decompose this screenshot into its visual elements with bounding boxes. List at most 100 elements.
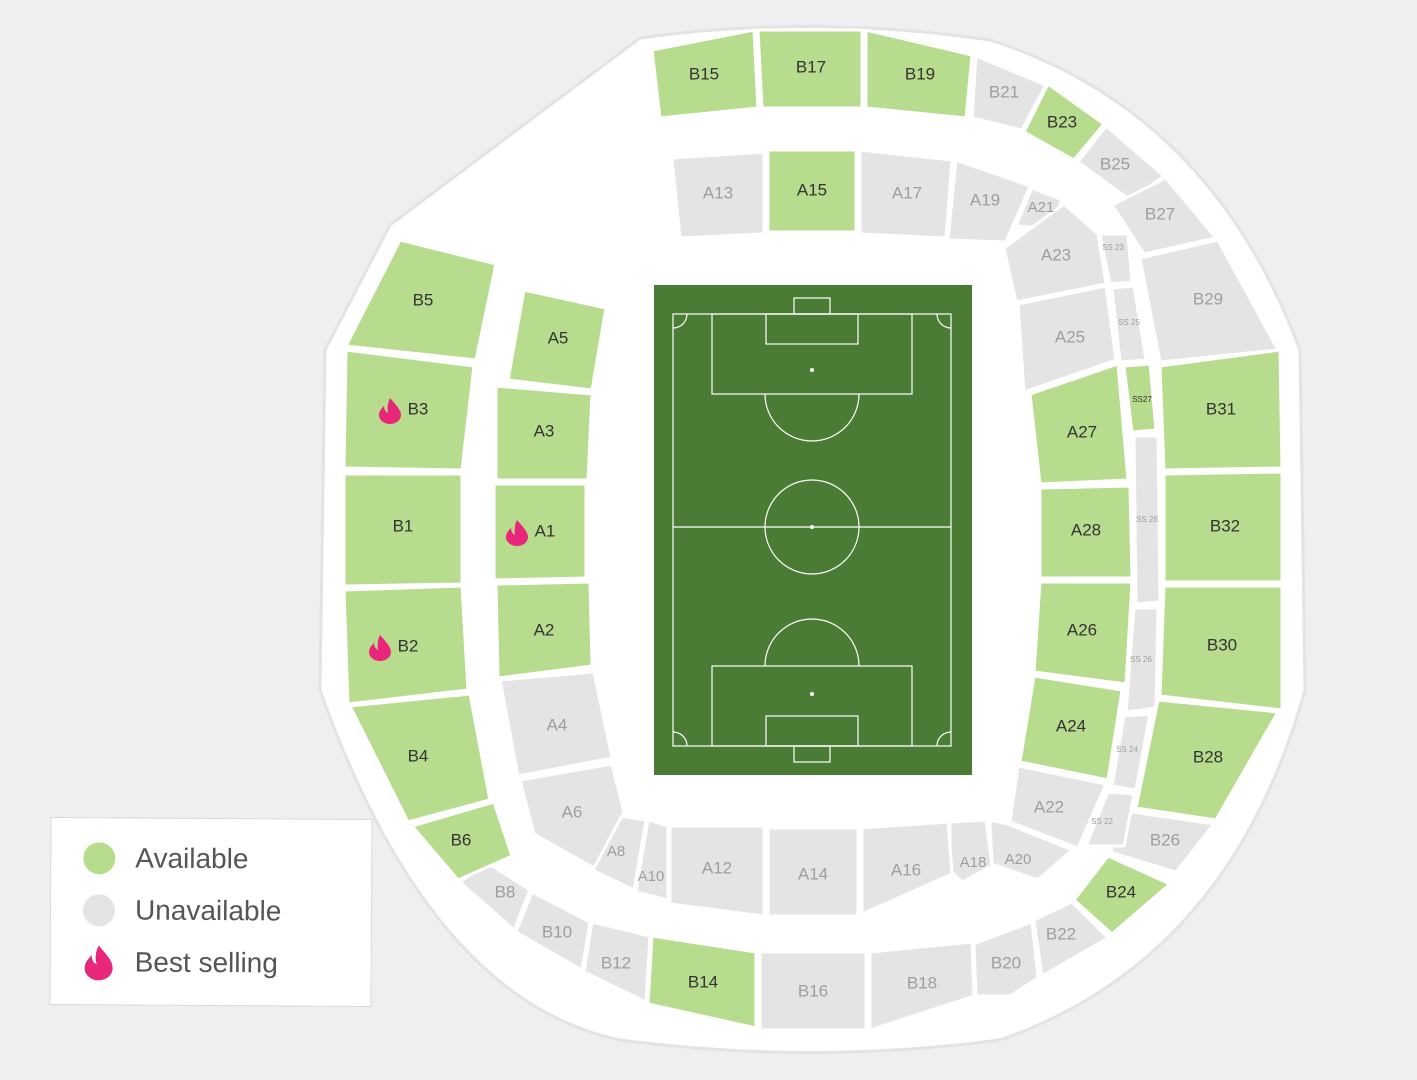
section-b27[interactable] bbox=[1110, 176, 1218, 256]
section-b16[interactable] bbox=[758, 950, 868, 1032]
section-shape[interactable] bbox=[634, 818, 670, 902]
section-a12[interactable] bbox=[668, 824, 766, 918]
section-a5[interactable] bbox=[506, 288, 608, 392]
section-shape[interactable] bbox=[1084, 790, 1136, 848]
section-b5[interactable] bbox=[344, 238, 498, 362]
section-b20[interactable] bbox=[972, 920, 1040, 998]
section-b2[interactable] bbox=[342, 584, 470, 706]
section-b32[interactable] bbox=[1162, 470, 1284, 584]
section-shape[interactable] bbox=[970, 54, 1048, 132]
section-a26[interactable] bbox=[1032, 580, 1134, 686]
section-shape[interactable] bbox=[1028, 362, 1130, 486]
section-a1[interactable] bbox=[492, 482, 588, 582]
section-shape[interactable] bbox=[668, 824, 766, 918]
section-b30[interactable] bbox=[1158, 584, 1284, 712]
section-a22[interactable] bbox=[1008, 764, 1108, 850]
section-shape[interactable] bbox=[348, 692, 492, 824]
section-shape[interactable] bbox=[758, 950, 868, 1032]
section-shape[interactable] bbox=[1110, 176, 1218, 256]
section-shape[interactable] bbox=[1022, 82, 1106, 162]
section-b10[interactable] bbox=[514, 890, 592, 972]
section-a6[interactable] bbox=[518, 762, 626, 870]
section-shape[interactable] bbox=[342, 584, 470, 706]
section-b12[interactable] bbox=[582, 920, 652, 1004]
section-a3[interactable] bbox=[494, 384, 594, 482]
section-shape[interactable] bbox=[494, 384, 594, 482]
section-shape[interactable] bbox=[646, 934, 758, 1030]
section-a15[interactable] bbox=[766, 148, 858, 234]
section-shape[interactable] bbox=[766, 826, 860, 918]
section-a25[interactable] bbox=[1016, 284, 1118, 394]
section-shape[interactable] bbox=[1110, 284, 1148, 364]
section-b14[interactable] bbox=[646, 934, 758, 1030]
section-a19[interactable] bbox=[946, 158, 1032, 244]
section-b17[interactable] bbox=[756, 28, 864, 110]
section-b22[interactable] bbox=[1032, 900, 1110, 978]
section-shape[interactable] bbox=[860, 820, 954, 916]
section-a28[interactable] bbox=[1038, 484, 1134, 580]
section-shape[interactable] bbox=[492, 482, 588, 582]
section-a10[interactable] bbox=[634, 818, 670, 902]
section-shape[interactable] bbox=[1032, 580, 1134, 686]
section-shape[interactable] bbox=[1016, 284, 1118, 394]
section-b19[interactable] bbox=[864, 28, 974, 120]
section-shape[interactable] bbox=[518, 762, 626, 870]
section-shape[interactable] bbox=[410, 800, 514, 882]
section-shape[interactable] bbox=[1162, 470, 1284, 584]
section-b31[interactable] bbox=[1158, 348, 1284, 472]
section-ss28[interactable] bbox=[1132, 434, 1162, 606]
section-shape[interactable] bbox=[650, 28, 760, 120]
section-shape[interactable] bbox=[1018, 674, 1124, 782]
section-a27[interactable] bbox=[1028, 362, 1130, 486]
section-shape[interactable] bbox=[1138, 238, 1280, 364]
section-shape[interactable] bbox=[756, 28, 864, 110]
section-shape[interactable] bbox=[506, 288, 608, 392]
section-ss22[interactable] bbox=[1084, 790, 1136, 848]
section-a24[interactable] bbox=[1018, 674, 1124, 782]
section-ss24[interactable] bbox=[1110, 712, 1152, 792]
section-shape[interactable] bbox=[1134, 698, 1280, 822]
section-shape[interactable] bbox=[670, 150, 766, 240]
section-shape[interactable] bbox=[1158, 348, 1284, 472]
section-b29[interactable] bbox=[1138, 238, 1280, 364]
section-shape[interactable] bbox=[858, 148, 954, 240]
section-b28[interactable] bbox=[1134, 698, 1280, 822]
section-a13[interactable] bbox=[670, 150, 766, 240]
section-shape[interactable] bbox=[972, 920, 1040, 998]
section-shape[interactable] bbox=[342, 472, 464, 588]
section-shape[interactable] bbox=[1098, 232, 1134, 286]
section-a4[interactable] bbox=[498, 670, 614, 778]
section-a14[interactable] bbox=[766, 826, 860, 918]
section-ss27[interactable] bbox=[1122, 362, 1158, 434]
section-b15[interactable] bbox=[650, 28, 760, 120]
section-shape[interactable] bbox=[1072, 854, 1172, 936]
section-a17[interactable] bbox=[858, 148, 954, 240]
section-shape[interactable] bbox=[766, 148, 858, 234]
section-b1[interactable] bbox=[342, 472, 464, 588]
section-ss25[interactable] bbox=[1110, 284, 1148, 364]
section-shape[interactable] bbox=[1158, 584, 1284, 712]
section-shape[interactable] bbox=[582, 920, 652, 1004]
section-shape[interactable] bbox=[342, 348, 476, 472]
section-shape[interactable] bbox=[1038, 484, 1134, 580]
section-shape[interactable] bbox=[868, 940, 976, 1032]
section-b4[interactable] bbox=[348, 692, 492, 824]
section-b21[interactable] bbox=[970, 54, 1048, 132]
section-shape[interactable] bbox=[1032, 900, 1110, 978]
section-shape[interactable] bbox=[344, 238, 498, 362]
section-shape[interactable] bbox=[494, 580, 594, 680]
section-shape[interactable] bbox=[1110, 712, 1152, 792]
section-shape[interactable] bbox=[1122, 362, 1158, 434]
section-b24[interactable] bbox=[1072, 854, 1172, 936]
section-b23[interactable] bbox=[1022, 82, 1106, 162]
section-ss26[interactable] bbox=[1124, 606, 1160, 714]
section-b3[interactable] bbox=[342, 348, 476, 472]
section-shape[interactable] bbox=[514, 890, 592, 972]
section-a2[interactable] bbox=[494, 580, 594, 680]
section-b6[interactable] bbox=[410, 800, 514, 882]
section-shape[interactable] bbox=[946, 158, 1032, 244]
section-a23[interactable] bbox=[1002, 202, 1108, 304]
section-ss23[interactable] bbox=[1098, 232, 1134, 286]
section-shape[interactable] bbox=[864, 28, 974, 120]
section-shape[interactable] bbox=[498, 670, 614, 778]
